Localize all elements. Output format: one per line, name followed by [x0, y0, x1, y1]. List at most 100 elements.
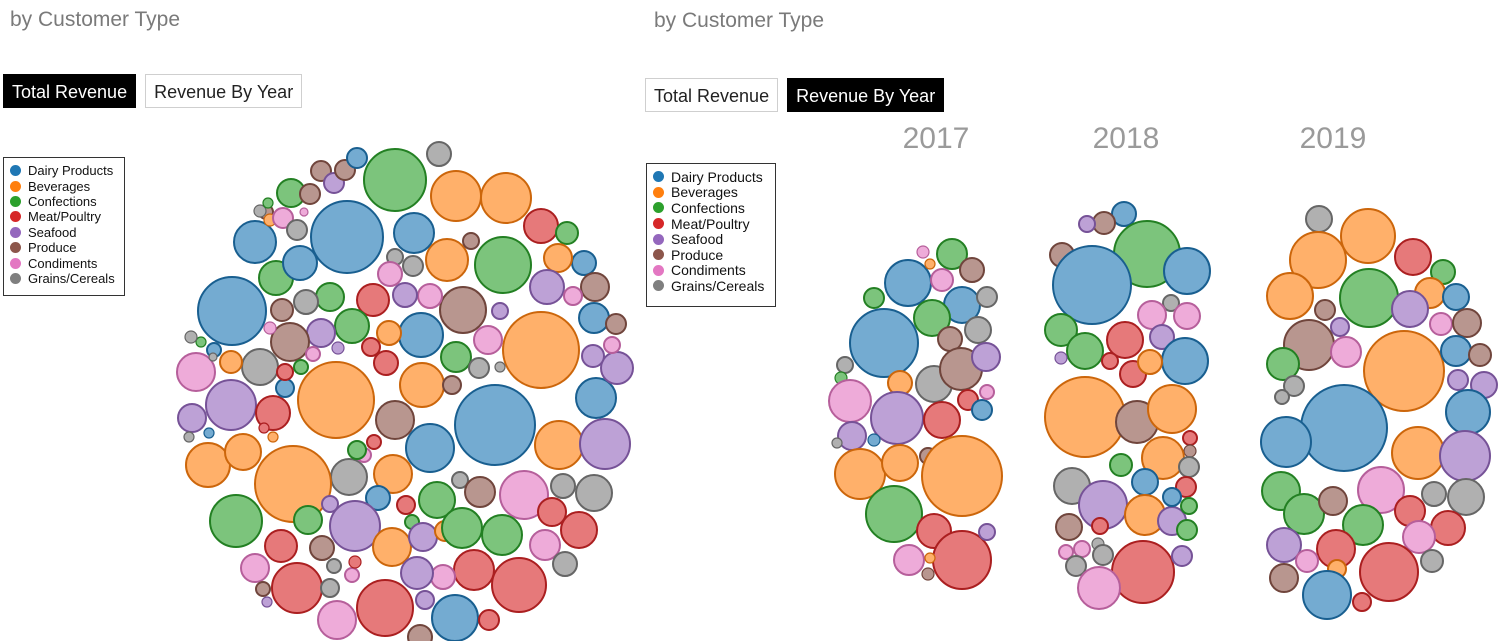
legend-item[interactable]: Meat/Poultry [10, 209, 117, 224]
bubble-condiments[interactable] [1330, 336, 1362, 368]
total-revenue-button[interactable]: Total Revenue [645, 78, 779, 112]
bubble-condiments[interactable] [305, 346, 321, 362]
bubble-beverages[interactable] [267, 431, 279, 443]
bubble-dairy[interactable] [454, 384, 536, 466]
bubble-produce[interactable] [375, 400, 415, 440]
bubble-beverages[interactable] [921, 435, 1003, 517]
bubble-grains[interactable] [836, 356, 854, 374]
bubble-seafood[interactable] [529, 269, 565, 305]
bubble-seafood[interactable] [579, 418, 631, 470]
bubble-confections[interactable] [936, 238, 968, 270]
bubble-seafood[interactable] [837, 421, 867, 451]
legend-item[interactable]: Seafood [653, 231, 768, 247]
bubble-grains[interactable] [253, 204, 267, 218]
bubble-produce[interactable] [1318, 486, 1348, 516]
bubble-condiments[interactable] [1173, 302, 1201, 330]
bubble-grains[interactable] [552, 551, 578, 577]
bubble-meat[interactable] [255, 395, 291, 431]
bubble-produce[interactable] [580, 272, 610, 302]
bubble-dairy[interactable] [405, 423, 455, 473]
bubble-meat[interactable] [1106, 321, 1144, 359]
legend-item[interactable]: Confections [10, 194, 117, 209]
bubble-seafood[interactable] [408, 522, 438, 552]
bubble-meat[interactable] [453, 549, 495, 591]
bubble-condiments[interactable] [979, 384, 995, 400]
legend-item[interactable]: Meat/Poultry [653, 216, 768, 232]
legend-item[interactable]: Dairy Products [10, 163, 117, 178]
bubble-dairy[interactable] [431, 594, 479, 641]
bubble-meat[interactable] [1394, 238, 1432, 276]
bubble-produce[interactable] [1055, 513, 1083, 541]
bubble-condiments[interactable] [272, 207, 294, 229]
bubble-confections[interactable] [1109, 453, 1133, 477]
bubble-grains[interactable] [208, 352, 218, 362]
bubble-condiments[interactable] [344, 567, 360, 583]
revenue-by-year-button[interactable]: Revenue By Year [145, 74, 303, 108]
total-revenue-button[interactable]: Total Revenue [3, 74, 137, 108]
bubble-meat[interactable] [1175, 476, 1197, 498]
bubble-condiments[interactable] [1295, 549, 1319, 573]
bubble-dairy[interactable] [1163, 247, 1211, 295]
bubble-grains[interactable] [1162, 294, 1180, 312]
bubble-confections[interactable] [209, 494, 263, 548]
bubble-confections[interactable] [1176, 519, 1198, 541]
bubble-confections[interactable] [481, 514, 523, 556]
bubble-condiments[interactable] [317, 600, 357, 640]
bubble-condiments[interactable] [1073, 540, 1091, 558]
bubble-beverages[interactable] [924, 552, 936, 564]
bubble-meat[interactable] [1182, 430, 1198, 446]
bubble-grains[interactable] [1421, 481, 1447, 507]
bubble-beverages[interactable] [1137, 349, 1163, 375]
bubble-dairy[interactable] [1445, 389, 1491, 435]
bubble-condiments[interactable] [828, 379, 872, 423]
bubble-beverages[interactable] [1044, 376, 1126, 458]
bubble-dairy[interactable] [1302, 570, 1352, 620]
bubble-produce[interactable] [439, 286, 487, 334]
bubble-seafood[interactable] [306, 318, 336, 348]
legend-item[interactable]: Seafood [10, 225, 117, 240]
bubble-seafood[interactable] [1171, 545, 1193, 567]
legend-item[interactable]: Beverages [653, 184, 768, 200]
bubble-confections[interactable] [913, 299, 951, 337]
bubble-condiments[interactable] [916, 245, 930, 259]
bubble-dairy[interactable] [310, 200, 384, 274]
bubble-meat[interactable] [523, 208, 559, 244]
bubble-beverages[interactable] [1363, 330, 1445, 412]
bubble-seafood[interactable] [321, 495, 339, 513]
bubble-beverages[interactable] [430, 170, 482, 222]
bubble-seafood[interactable] [261, 596, 273, 608]
bubble-seafood[interactable] [329, 500, 381, 552]
bubble-seafood[interactable] [978, 523, 996, 541]
bubble-condiments[interactable] [1077, 566, 1121, 610]
bubble-produce[interactable] [255, 581, 271, 597]
bubble-produce[interactable] [1468, 343, 1492, 367]
legend-item[interactable]: Confections [653, 200, 768, 216]
bubble-condiments[interactable] [1402, 520, 1436, 554]
bubble-meat[interactable] [1430, 510, 1466, 546]
bubble-dairy[interactable] [1442, 283, 1470, 311]
bubble-dairy[interactable] [1111, 201, 1137, 227]
bubble-confections[interactable] [1283, 493, 1325, 535]
bubble-produce[interactable] [1092, 211, 1116, 235]
bubble-dairy[interactable] [282, 245, 318, 281]
bubble-produce[interactable] [309, 535, 335, 561]
bubble-produce[interactable] [464, 476, 496, 508]
bubble-meat[interactable] [276, 363, 294, 381]
bubble-condiments[interactable] [417, 283, 443, 309]
bubble-condiments[interactable] [893, 544, 925, 576]
bubble-seafood[interactable] [1149, 324, 1175, 350]
bubble-meat[interactable] [264, 529, 298, 563]
bubble-meat[interactable] [258, 422, 270, 434]
legend-item[interactable]: Grains/Cereals [10, 271, 117, 286]
bubble-dairy[interactable] [884, 259, 932, 307]
bubble-confections[interactable] [1180, 497, 1198, 515]
bubble-confections[interactable] [1066, 332, 1104, 370]
bubble-confections[interactable] [555, 221, 579, 245]
bubble-confections[interactable] [1266, 347, 1300, 381]
bubble-grains[interactable] [241, 348, 279, 386]
bubble-dairy[interactable] [365, 485, 391, 511]
bubble-beverages[interactable] [1289, 231, 1347, 289]
bubble-confections[interactable] [865, 485, 923, 543]
bubble-dairy[interactable] [275, 378, 295, 398]
bubble-grains[interactable] [1305, 205, 1333, 233]
